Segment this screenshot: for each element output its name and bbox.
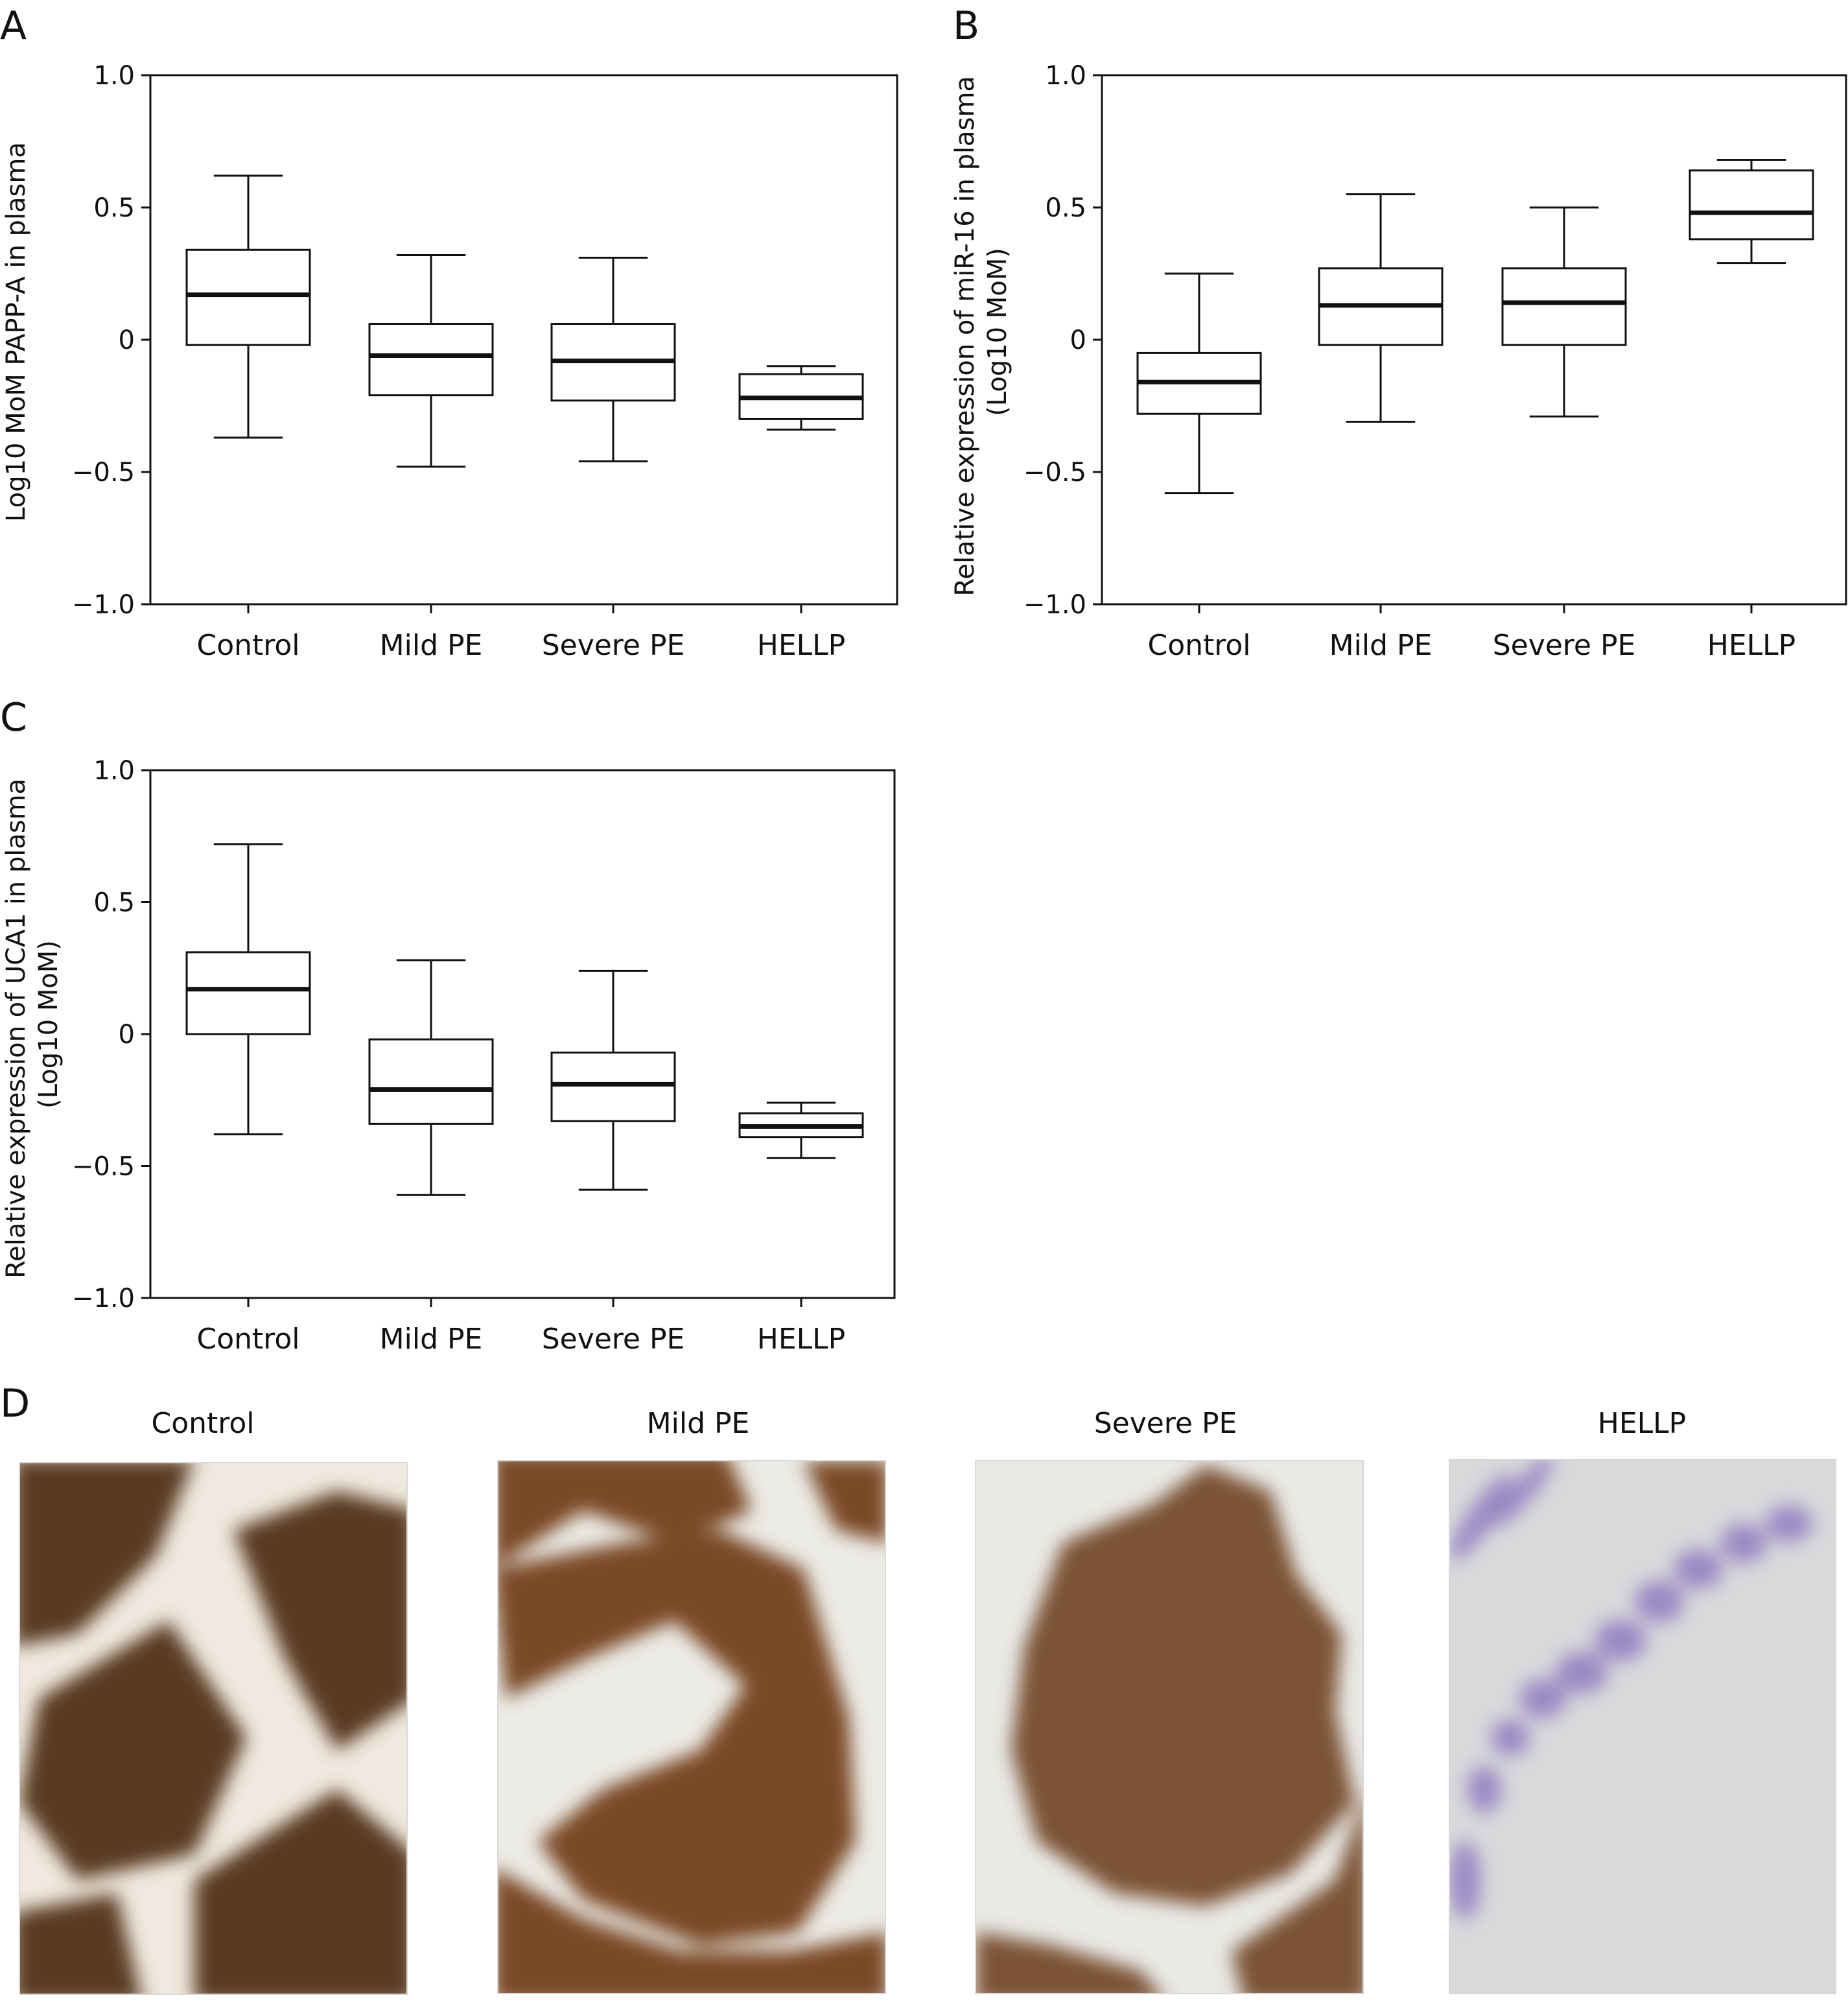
- y-tick-label: −0.5: [1023, 458, 1086, 488]
- x-tick-label: Severe PE: [1493, 629, 1636, 662]
- y-axis-label: Relative expression of miR-16 in plasma …: [950, 67, 1012, 596]
- y-tick-label: 0.5: [1045, 193, 1086, 223]
- iqr-box: [550, 1051, 676, 1122]
- y-axis-label-line-2: (Log10 MoM): [34, 940, 64, 1109]
- chart-panel-b: B Relative expression of miR-16 in plasm…: [950, 3, 1847, 662]
- panel-letter-d: D: [0, 1381, 30, 1426]
- micrograph-control: [19, 1463, 407, 1994]
- iqr-box: [368, 1038, 494, 1125]
- y-tick-label: 0: [119, 1020, 135, 1050]
- x-tick-label: Severe PE: [542, 1323, 685, 1356]
- iqr-box: [185, 951, 311, 1035]
- panel-letter-c: C: [0, 695, 27, 740]
- y-tick-label: −0.5: [72, 458, 135, 488]
- plot-area: 1.0 0.5 0 −0.5 −1.0 Control Mild PE Severe PE HE…: [1023, 61, 1847, 662]
- x-tick-label: Control: [196, 1323, 299, 1356]
- x-tick-label: Mild PE: [1329, 629, 1433, 662]
- iqr-box: [368, 323, 494, 397]
- plot-frame: [1101, 74, 1847, 606]
- micrograph-label-control: Control: [151, 1407, 254, 1440]
- box-severe-pe: [550, 257, 676, 463]
- micrograph-hellp-frame: [1449, 1459, 1836, 1994]
- x-tick-label: HELLP: [757, 629, 845, 662]
- micrograph-label-mild-pe: Mild PE: [647, 1407, 750, 1440]
- y-axis-label-line-1: Relative expression of UCA1 in plasma: [1, 779, 31, 1279]
- iqr-box: [1689, 169, 1814, 241]
- iqr-box: [1501, 267, 1627, 346]
- chart-panel-a: A Log10 MoM PAPP-A in plasma 1.0 0.5 0 −0.5…: [0, 3, 898, 662]
- panel-letter-a: A: [0, 3, 27, 49]
- plot-area: 1.0 0.5 0 −0.5 −1.0 Control Mild PE Severe PE HE…: [72, 61, 898, 662]
- box-mild-pe: [368, 959, 494, 1196]
- box-control: [185, 174, 311, 439]
- y-tick-label: 1.0: [93, 756, 135, 786]
- micrograph-mild-pe-frame: [497, 1460, 886, 1994]
- box-control: [1136, 272, 1262, 495]
- x-tick-label: Mild PE: [380, 1323, 483, 1356]
- box-severe-pe: [550, 969, 676, 1191]
- y-axis-label-line-1: Relative expression of miR-16 in plasma: [950, 76, 980, 596]
- micrograph-severe-pe: [976, 1461, 1363, 1994]
- iqr-box: [185, 248, 311, 346]
- micrograph-mild-pe: [498, 1461, 885, 1994]
- y-tick-label: 0: [119, 325, 135, 355]
- y-axis-label-line-2: (Log10 MoM): [983, 248, 1012, 416]
- y-tick-label: 1.0: [93, 61, 135, 91]
- micrograph-panel-d: D Control Mild PE Severe PE HELLP: [0, 1381, 1836, 1995]
- y-tick-label: 0.5: [93, 193, 135, 223]
- micrograph-hellp: [1449, 1459, 1836, 1994]
- y-tick-label: 0.5: [93, 888, 135, 918]
- x-tick-label: Control: [1147, 629, 1250, 662]
- x-tick-label: Mild PE: [380, 629, 483, 662]
- y-tick-label: 0: [1070, 325, 1086, 355]
- x-tick-label: Severe PE: [542, 629, 685, 662]
- micrograph-control-frame: [19, 1462, 408, 1995]
- x-tick-label: HELLP: [1707, 629, 1795, 662]
- x-tick-label: HELLP: [757, 1323, 845, 1356]
- plot-area: 1.0 0.5 0 −0.5 −1.0 Control Mild PE Severe PE HE…: [72, 756, 896, 1356]
- micrograph-severe-pe-frame: [975, 1460, 1364, 1994]
- micrograph-label-severe-pe: Severe PE: [1094, 1407, 1237, 1440]
- panel-letter-b: B: [953, 3, 979, 49]
- y-tick-label: −1.0: [1023, 590, 1086, 620]
- y-axis-label: Log10 MoM PAPP-A in plasma: [1, 142, 31, 522]
- box-hellp: [738, 365, 864, 431]
- y-tick-label: 1.0: [1045, 61, 1086, 91]
- box-hellp: [1689, 159, 1814, 265]
- y-tick-label: −1.0: [72, 1284, 135, 1314]
- box-mild-pe: [1318, 193, 1444, 423]
- box-control: [185, 843, 311, 1136]
- y-axis-label: Relative expression of UCA1 in plasma (L…: [1, 770, 64, 1279]
- y-tick-label: −1.0: [72, 590, 135, 620]
- box-hellp: [738, 1102, 864, 1159]
- y-tick-label: −0.5: [72, 1152, 135, 1182]
- x-tick-label: Control: [196, 629, 299, 662]
- box-mild-pe: [368, 253, 494, 468]
- box-severe-pe: [1501, 206, 1627, 418]
- chart-panel-c: C Relative expression of UCA1 in plasma …: [0, 695, 896, 1356]
- micrograph-label-hellp: HELLP: [1598, 1407, 1686, 1440]
